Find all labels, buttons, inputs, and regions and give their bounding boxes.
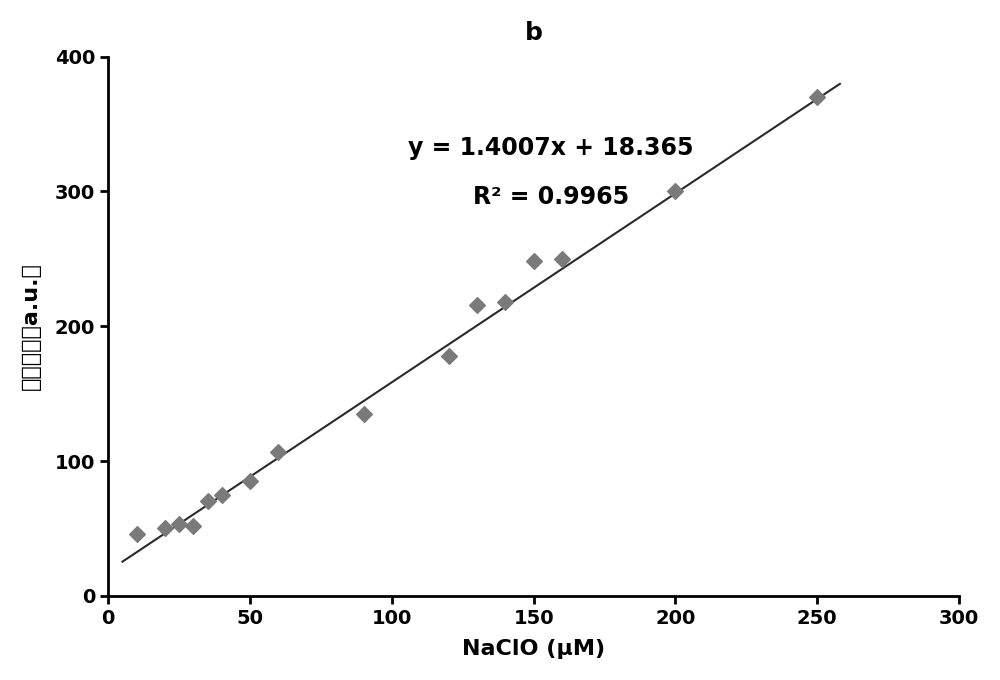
- Text: R² = 0.9965: R² = 0.9965: [473, 185, 629, 209]
- Point: [809, 92, 825, 103]
- Point: [185, 520, 201, 531]
- Point: [469, 299, 485, 310]
- Point: [214, 490, 230, 500]
- Text: y = 1.4007x + 18.365: y = 1.4007x + 18.365: [408, 136, 693, 160]
- Y-axis label: 荧光强度（a.u.）: 荧光强度（a.u.）: [21, 262, 41, 390]
- Point: [157, 523, 173, 534]
- Point: [200, 496, 216, 507]
- Point: [441, 350, 457, 361]
- Point: [129, 528, 145, 539]
- Point: [270, 446, 286, 457]
- Point: [526, 256, 542, 267]
- Point: [554, 254, 570, 265]
- Title: b: b: [525, 21, 543, 45]
- Point: [356, 409, 372, 420]
- X-axis label: NaClO (μM): NaClO (μM): [462, 639, 605, 659]
- Point: [171, 519, 187, 530]
- Point: [497, 296, 513, 307]
- Point: [242, 476, 258, 487]
- Point: [667, 186, 683, 197]
